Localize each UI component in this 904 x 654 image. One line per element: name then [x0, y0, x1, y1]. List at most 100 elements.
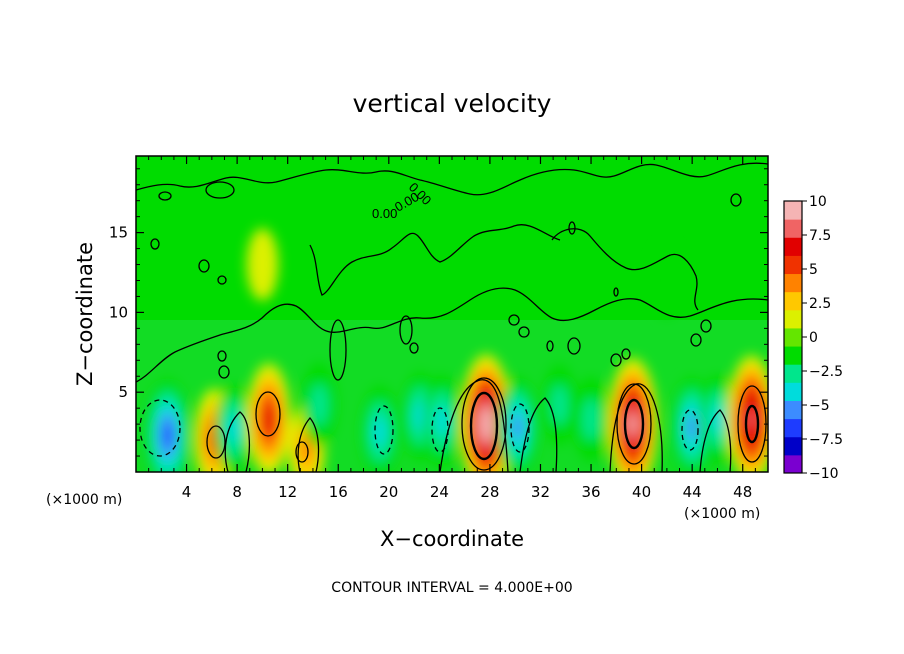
contour-ring-6	[206, 425, 226, 459]
contour-island-6	[730, 193, 742, 207]
heatmap-features	[145, 228, 768, 472]
colorbar-segment	[784, 400, 802, 420]
contour-label: 0.00	[372, 206, 397, 221]
heat-cell-14	[687, 414, 698, 440]
contour-ring-28-outer	[461, 377, 507, 471]
x-unit-label: (×1000 m)	[46, 492, 122, 508]
contour-dash-44	[681, 409, 699, 451]
contour-dash-2	[139, 399, 181, 457]
x-tick-label: 32	[531, 483, 550, 501]
heat-cell-3	[264, 408, 274, 431]
heat-cell-17	[246, 228, 279, 301]
colorbar-segment	[784, 255, 802, 275]
x-tick-label: 28	[480, 483, 499, 501]
contour-island-11	[567, 337, 581, 355]
heat-cell-15	[711, 404, 724, 435]
contour-island-10	[329, 319, 347, 381]
colorbar-tick-label: 2.5	[809, 296, 831, 312]
colorbar-segment	[784, 273, 802, 293]
heat-cell-16	[748, 410, 756, 429]
contour-ring-10	[255, 391, 281, 437]
contour-island-19	[218, 365, 230, 379]
contour-plume-b	[551, 228, 699, 311]
contour-island-8	[613, 287, 619, 297]
colorbar-segment	[784, 418, 802, 438]
contour-island-9	[399, 315, 413, 345]
heat-cell-5	[310, 383, 329, 426]
x-tick-label: 40	[632, 483, 651, 501]
x-axis-label: X−coordinate	[380, 527, 524, 551]
y-tick-label: 15	[109, 224, 128, 242]
heat-cell-12	[582, 398, 600, 441]
contour-column-1	[224, 411, 250, 472]
colorbar-segment	[784, 219, 802, 238]
contour-dash-24	[431, 407, 449, 453]
colorbar-segment	[784, 346, 802, 365]
x-tick-label: 16	[329, 483, 348, 501]
contour-ring-48-inner	[744, 404, 760, 444]
contour-island-7	[568, 221, 576, 235]
contour-island-2	[158, 191, 172, 201]
colorbar-segment	[784, 436, 802, 456]
x-unit-label-right: (×1000 m)	[684, 506, 760, 522]
contour-island-15	[610, 353, 622, 367]
heat-cell-9	[482, 415, 490, 433]
contour-island-1	[205, 181, 235, 199]
contour-island-16	[621, 348, 631, 360]
contour-island-4	[198, 259, 210, 273]
contour-island-20	[217, 350, 227, 362]
colorbar-segment	[784, 327, 802, 347]
contour-interval-note: CONTOUR INTERVAL = 4.000E+00	[331, 580, 572, 596]
colorbar-tick-label: −2.5	[809, 364, 843, 380]
contour-island-13	[508, 314, 520, 326]
colorbar: 10 7.5 5 2.5 0 −2.5 −5 −7.5 −10	[783, 194, 843, 482]
heat-cell-10	[512, 414, 523, 440]
contour-island-5	[217, 275, 227, 285]
chart-title: vertical velocity	[353, 89, 552, 118]
colorbar-segment	[784, 364, 802, 383]
colorbar-segment	[784, 237, 802, 256]
heat-cell-0	[163, 424, 172, 447]
contour-zero-lower	[136, 287, 768, 383]
contour-island-3	[150, 238, 160, 250]
colorbar-segment	[784, 454, 802, 474]
x-tick-label: 4	[182, 483, 192, 501]
heat-cell-18	[651, 244, 683, 317]
colorbar-tick-label: 0	[809, 330, 818, 346]
colorbar-segment	[784, 291, 802, 311]
colorbar-tick-label: 10	[809, 194, 827, 210]
colorbar-tick-label: −5	[809, 398, 830, 414]
contour-island-14	[518, 326, 530, 338]
y-tick-label: 5	[118, 383, 128, 401]
contour-island-21	[409, 342, 419, 354]
y-ticks: 5 10 15	[109, 168, 768, 457]
heat-cell-4	[300, 433, 313, 463]
x-tick-label: 12	[278, 483, 297, 501]
heat-cell-11	[550, 384, 568, 425]
contour-island-12	[546, 340, 554, 352]
contour-column-6	[699, 409, 732, 472]
contour-ring-28-inner	[469, 391, 499, 461]
contour-zero-upper	[136, 162, 768, 196]
heat-cell-8	[435, 405, 449, 437]
y-axis-label: Z−coordinate	[73, 242, 97, 386]
contour-column-4	[519, 397, 558, 472]
heat-cell-13	[629, 414, 637, 434]
x-tick-label: 24	[430, 483, 449, 501]
x-tick-label: 44	[683, 483, 702, 501]
colorbar-segment	[784, 201, 802, 220]
contour-dash-19	[374, 405, 394, 455]
colorbar-tick-label: 5	[809, 262, 818, 278]
x-ticks: 4 8 12 16 20 24 28 32 36 40 44 48	[148, 156, 756, 501]
colorbar-tick-label: −10	[809, 466, 839, 482]
x-tick-label: 36	[581, 483, 600, 501]
x-tick-label: 20	[379, 483, 398, 501]
heat-cell-6	[373, 416, 387, 448]
contour-dash-30	[510, 403, 530, 453]
contour-ring-13	[295, 441, 309, 463]
contour-island-17	[690, 333, 702, 347]
contour-ring-39-inner	[623, 398, 645, 450]
colorbar-segment	[784, 382, 802, 401]
heat-cell-2	[227, 414, 240, 444]
